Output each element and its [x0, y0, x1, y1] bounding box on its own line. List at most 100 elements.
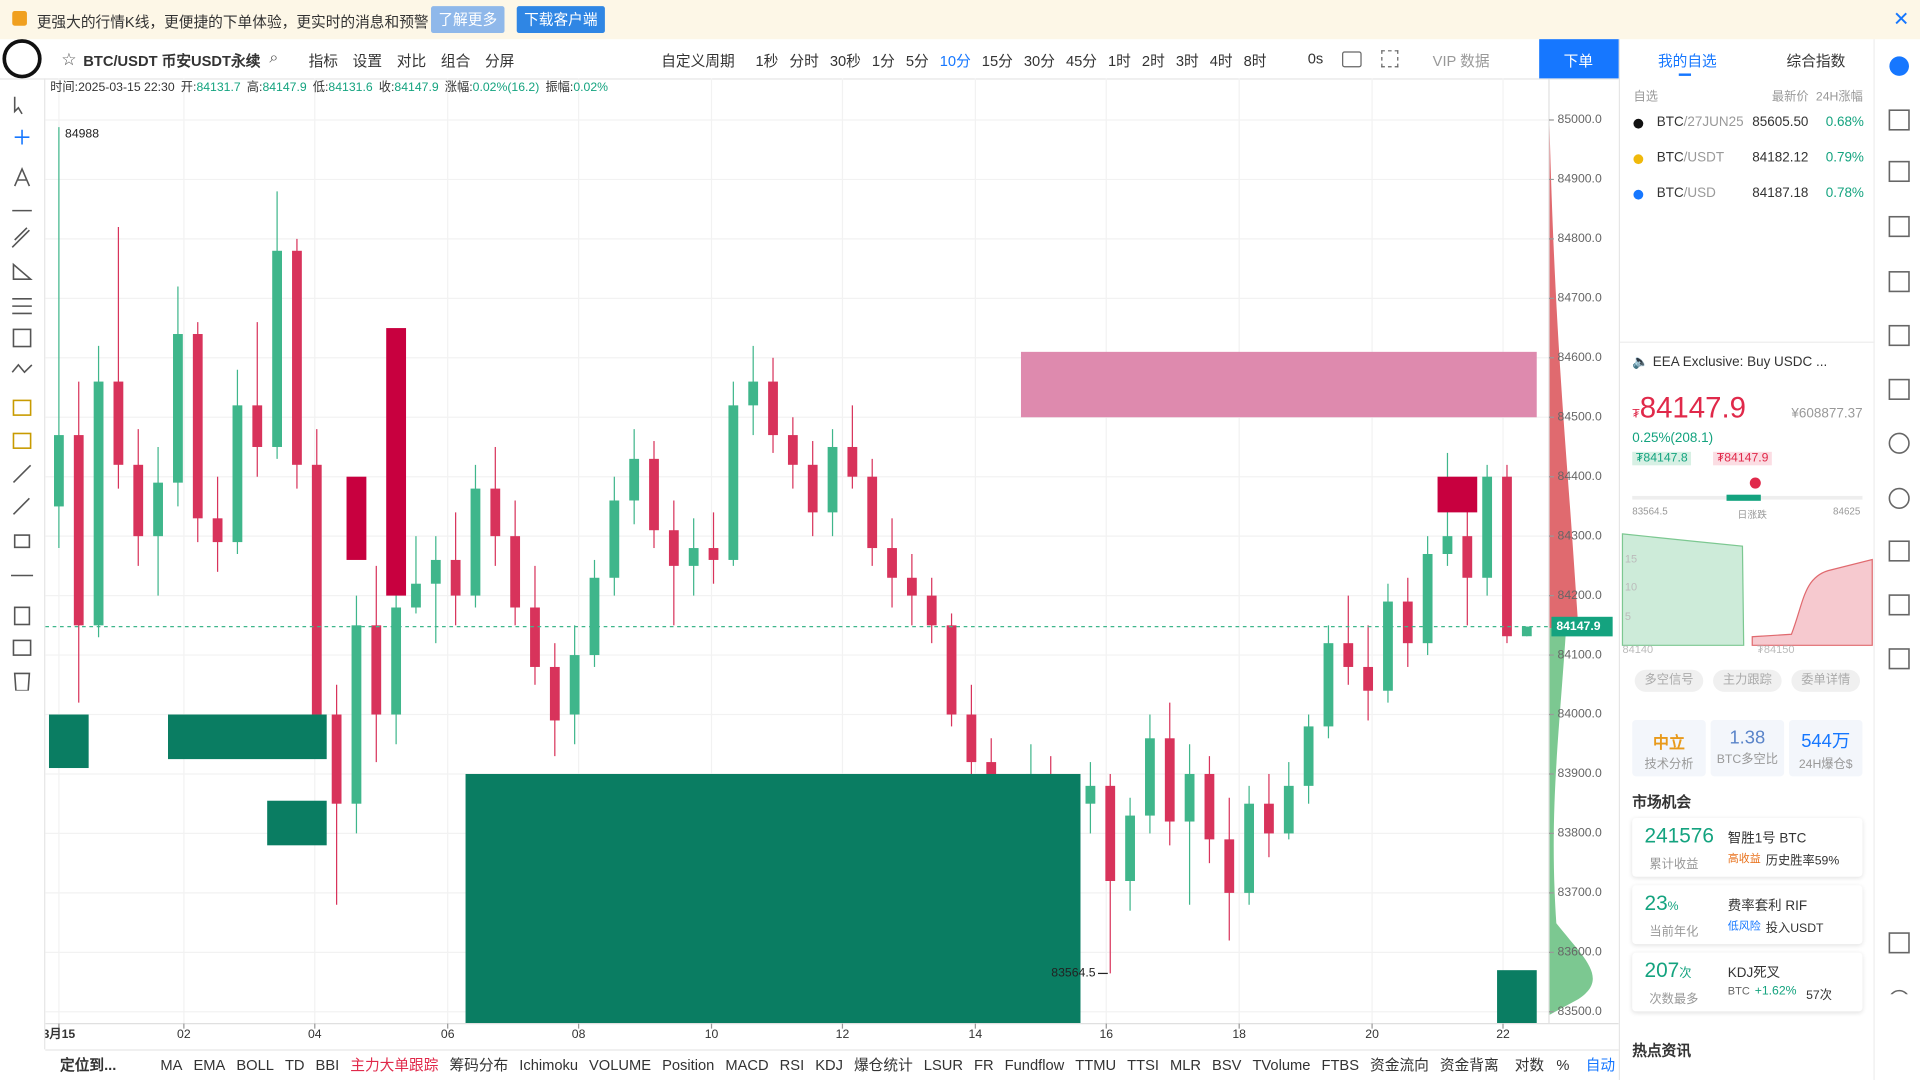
- panel-icon[interactable]: [1888, 215, 1910, 238]
- subchart[interactable]: VOLUME: [588, 1056, 652, 1074]
- panel-icon[interactable]: [1888, 648, 1910, 670]
- star-icon[interactable]: ☆: [61, 48, 77, 69]
- overlay[interactable]: 主力大单跟踪: [350, 1056, 439, 1074]
- track-button[interactable]: 主力跟踪: [1713, 669, 1782, 692]
- panel-icon[interactable]: [1888, 378, 1910, 400]
- row-name[interactable]: BTC: [1656, 150, 1684, 166]
- crosshair-icon[interactable]: [14, 129, 30, 145]
- market-card[interactable]: 241576 累计收益 智胜1号 BTC 高收益 历史胜率59%: [1632, 817, 1863, 877]
- list-icon[interactable]: [12, 639, 32, 656]
- period[interactable]: 1分: [871, 52, 895, 70]
- subchart[interactable]: FR: [974, 1056, 994, 1074]
- row-name[interactable]: BTC: [1656, 186, 1684, 201]
- filter[interactable]: 自选: [1633, 90, 1658, 105]
- pen-icon[interactable]: [12, 497, 30, 515]
- period[interactable]: 45分: [1065, 52, 1097, 70]
- tool[interactable]: 对比: [396, 52, 427, 70]
- subchart[interactable]: MACD: [725, 1056, 769, 1074]
- overlay[interactable]: BOLL: [236, 1056, 274, 1074]
- period[interactable]: 1时: [1108, 52, 1131, 70]
- signal-button[interactable]: 多空信号: [1634, 669, 1704, 692]
- period[interactable]: 5分: [905, 52, 929, 70]
- period[interactable]: 30分: [1023, 52, 1055, 70]
- panel-icon[interactable]: [1888, 932, 1910, 954]
- period[interactable]: 30秒: [829, 52, 861, 70]
- panel-icon[interactable]: [1888, 594, 1910, 616]
- overlay[interactable]: BBI: [315, 1056, 340, 1074]
- brand-icon[interactable]: [1889, 56, 1909, 76]
- auto-scale[interactable]: 自动: [1585, 1056, 1616, 1074]
- panel-icon[interactable]: [1888, 324, 1910, 347]
- panel-icon[interactable]: [1888, 109, 1910, 131]
- order-button-bg[interactable]: 下单: [1539, 39, 1619, 79]
- subchart[interactable]: Position: [662, 1056, 715, 1074]
- subchart[interactable]: FTBS: [1321, 1056, 1360, 1074]
- lock-icon[interactable]: [13, 534, 31, 549]
- market-card[interactable]: 207次 次数最多 KDJ死叉 BTC +1.62% 57次: [1632, 952, 1863, 1012]
- overlay[interactable]: TD: [284, 1056, 305, 1074]
- log-scale[interactable]: 对数: [1514, 1056, 1545, 1074]
- custom-period[interactable]: 自定义周期: [661, 52, 735, 70]
- notice[interactable]: 🔈 EEA Exclusive: Buy USDC ...: [1632, 354, 1827, 370]
- subchart[interactable]: BSV: [1212, 1056, 1242, 1074]
- row-name[interactable]: BTC: [1656, 115, 1684, 130]
- tool[interactable]: 组合: [440, 52, 471, 70]
- text-icon[interactable]: [13, 166, 31, 187]
- period[interactable]: 15分: [981, 52, 1013, 70]
- subchart[interactable]: 资金背离: [1439, 1056, 1499, 1074]
- period[interactable]: 分时: [789, 52, 819, 70]
- subchart[interactable]: 爆仓统计: [853, 1056, 913, 1074]
- channel-icon[interactable]: [11, 227, 30, 248]
- market-card[interactable]: 23% 当前年化 费率套利 RIF 低风险 投入USDT: [1632, 885, 1863, 945]
- close-button[interactable]: ✕: [1893, 9, 1910, 31]
- period[interactable]: 3时: [1175, 52, 1199, 70]
- tool[interactable]: 分屏: [484, 52, 515, 70]
- pattern2-icon[interactable]: [12, 432, 32, 449]
- overlay[interactable]: EMA: [193, 1056, 226, 1074]
- subchart[interactable]: TTSI: [1127, 1056, 1159, 1074]
- panel-icon[interactable]: [1888, 989, 1910, 1012]
- triangle-icon[interactable]: [12, 262, 33, 280]
- cursor-icon[interactable]: [13, 96, 23, 115]
- camera-icon[interactable]: [1342, 51, 1362, 68]
- vip-data[interactable]: VIP 数据: [1432, 52, 1490, 70]
- period[interactable]: 10分: [939, 52, 971, 70]
- panel-icon[interactable]: [1888, 271, 1910, 293]
- fullscreen-icon[interactable]: [1381, 50, 1399, 68]
- subchart[interactable]: 资金流向: [1370, 1056, 1429, 1074]
- orders-button[interactable]: 委单详情: [1791, 669, 1860, 692]
- locate[interactable]: 定位到...: [60, 1056, 117, 1074]
- subchart[interactable]: MLR: [1169, 1056, 1202, 1074]
- subchart[interactable]: TTMU: [1075, 1056, 1117, 1074]
- subchart[interactable]: Fundflow: [1004, 1056, 1065, 1074]
- pattern-icon[interactable]: [12, 399, 32, 416]
- period[interactable]: 1秒: [755, 52, 779, 70]
- trash-icon[interactable]: [13, 672, 31, 692]
- search-icon[interactable]: ⌕: [269, 47, 279, 67]
- symbol[interactable]: BTC/USDT 币安USDT永续: [83, 52, 261, 70]
- layers-icon[interactable]: [13, 606, 31, 626]
- download-button[interactable]: 下载客户端: [516, 6, 605, 34]
- subchart[interactable]: TVolume: [1252, 1056, 1311, 1074]
- order-button[interactable]: 下单: [1563, 52, 1594, 70]
- tab-index[interactable]: 综合指数: [1786, 52, 1846, 70]
- period[interactable]: 8时: [1243, 52, 1267, 70]
- period[interactable]: 2时: [1141, 52, 1165, 70]
- subchart[interactable]: RSI: [779, 1056, 805, 1074]
- subchart[interactable]: LSUR: [923, 1056, 964, 1074]
- panel-icon[interactable]: [1888, 160, 1910, 183]
- tool[interactable]: 设置: [352, 52, 383, 70]
- wave-icon[interactable]: [11, 363, 33, 374]
- subchart[interactable]: KDJ: [815, 1056, 843, 1074]
- panel-icon[interactable]: [1888, 540, 1910, 562]
- panel-icon[interactable]: [1888, 432, 1910, 454]
- period[interactable]: 4时: [1209, 52, 1233, 70]
- overlay[interactable]: 筹码分布: [449, 1056, 509, 1074]
- percent-scale[interactable]: %: [1556, 1056, 1570, 1074]
- tool[interactable]: 指标: [308, 52, 338, 70]
- overlay[interactable]: MA: [160, 1056, 183, 1074]
- overlay[interactable]: Ichimoku: [519, 1056, 579, 1074]
- fib-icon[interactable]: [12, 297, 32, 315]
- learn-button[interactable]: 了解更多: [431, 6, 505, 34]
- rect-icon[interactable]: [12, 328, 32, 348]
